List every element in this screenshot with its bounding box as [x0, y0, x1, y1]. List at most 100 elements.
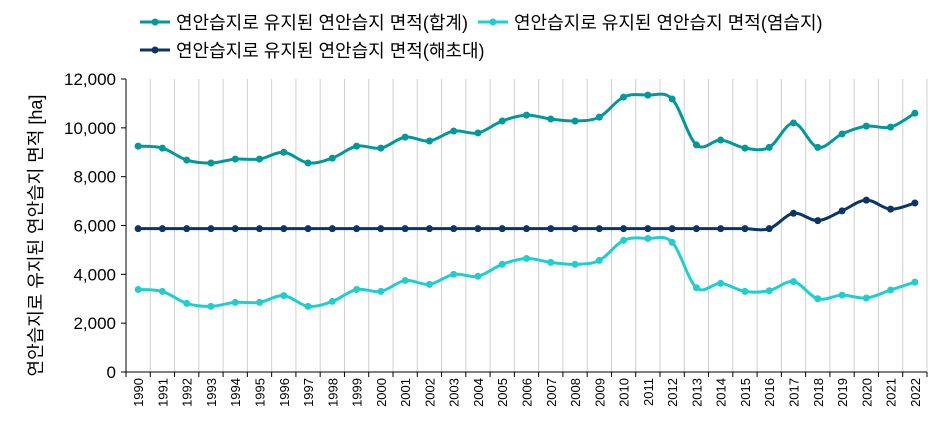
data-point — [692, 141, 700, 149]
data-point — [862, 196, 870, 204]
data-point — [401, 133, 409, 141]
data-point — [838, 130, 846, 138]
data-point — [328, 225, 336, 233]
series-line-0 — [138, 92, 916, 165]
data-point — [450, 225, 458, 233]
data-point — [668, 238, 676, 246]
data-point — [474, 129, 482, 137]
data-point — [595, 256, 603, 264]
data-point — [256, 225, 263, 233]
data-point — [838, 207, 846, 215]
data-point — [498, 117, 506, 125]
x-tick-label: 2012 — [665, 378, 680, 407]
data-point — [814, 143, 822, 151]
data-point — [838, 291, 846, 299]
data-point — [595, 225, 603, 233]
data-point — [862, 122, 870, 130]
x-tick-label: 2006 — [520, 378, 535, 407]
data-point — [887, 286, 895, 294]
data-point — [911, 199, 919, 207]
y-tick-label: 8,000 — [73, 168, 116, 187]
x-tick-label: 2002 — [422, 378, 437, 407]
x-tick-label: 2005 — [495, 378, 510, 407]
y-tick-label: 10,000 — [64, 119, 116, 138]
data-point — [256, 298, 263, 306]
x-tick-label: 1998 — [325, 378, 340, 407]
data-point — [134, 225, 142, 233]
data-point — [158, 144, 166, 152]
y-tick-label: 0 — [107, 363, 116, 382]
series-line-1 — [138, 235, 916, 309]
data-point — [377, 287, 385, 295]
legend-marker — [151, 18, 159, 26]
data-point — [280, 148, 288, 156]
x-tick-label: 2007 — [544, 378, 559, 407]
data-point — [474, 225, 482, 233]
data-point — [231, 155, 239, 163]
data-point — [571, 117, 579, 125]
data-point — [644, 234, 652, 242]
data-point — [571, 260, 579, 268]
data-point — [571, 225, 579, 233]
data-point — [207, 225, 215, 233]
y-axis-label: 연안습지로 유지된 연안습지 면적 [ha] — [26, 95, 46, 377]
data-point — [523, 254, 530, 262]
data-point — [644, 225, 652, 233]
data-point — [862, 294, 870, 302]
x-tick-label: 2021 — [884, 378, 899, 407]
data-point — [401, 225, 409, 233]
data-point — [887, 205, 895, 213]
x-tick-label: 2022 — [908, 378, 923, 407]
data-point — [425, 137, 433, 145]
y-tick-label: 12,000 — [64, 70, 116, 89]
data-point — [717, 136, 725, 144]
data-point — [450, 270, 458, 278]
data-point — [717, 225, 725, 233]
x-tick-label: 1991 — [155, 378, 170, 407]
data-point — [328, 297, 336, 305]
data-point — [717, 279, 725, 287]
data-point — [814, 295, 822, 303]
data-point — [207, 302, 215, 310]
data-point — [911, 278, 919, 286]
data-point — [741, 287, 749, 295]
data-point — [353, 225, 361, 233]
data-point — [377, 225, 385, 233]
data-point — [620, 236, 628, 244]
x-tick-label: 1992 — [180, 378, 195, 407]
x-tick-label: 2019 — [835, 378, 850, 407]
x-tick-label: 1993 — [204, 378, 219, 407]
data-point — [692, 284, 700, 292]
data-point — [134, 142, 142, 150]
legend-label: 연안습지로 유지된 연안습지 면적(염습지) — [514, 13, 823, 33]
x-tick-label: 1994 — [228, 378, 243, 407]
data-point — [644, 91, 652, 99]
x-tick-label: 2001 — [398, 378, 413, 407]
data-point — [183, 299, 191, 307]
data-point — [547, 115, 555, 123]
data-point — [595, 113, 603, 121]
legend-marker — [151, 46, 159, 54]
data-point — [256, 155, 263, 163]
data-point — [474, 272, 482, 280]
x-tick-label: 1995 — [253, 378, 268, 407]
data-point — [668, 225, 676, 233]
x-tick-label: 1990 — [131, 378, 146, 407]
data-point — [328, 154, 336, 162]
y-tick-label: 6,000 — [73, 217, 116, 236]
data-point — [765, 225, 773, 233]
x-tick-label: 2004 — [471, 378, 486, 407]
x-tick-label: 2008 — [568, 378, 583, 407]
data-point — [353, 285, 361, 293]
x-tick-label: 2009 — [592, 378, 607, 407]
x-tick-label: 2020 — [859, 378, 874, 407]
data-point — [231, 298, 239, 306]
data-point — [887, 123, 895, 131]
x-tick-label: 2000 — [374, 378, 389, 407]
data-point — [304, 302, 312, 310]
data-point — [304, 159, 312, 167]
x-tick-label: 2011 — [641, 378, 656, 406]
data-point — [231, 225, 239, 233]
legend-label: 연안습지로 유지된 연안습지 면적(해초대) — [176, 41, 485, 61]
